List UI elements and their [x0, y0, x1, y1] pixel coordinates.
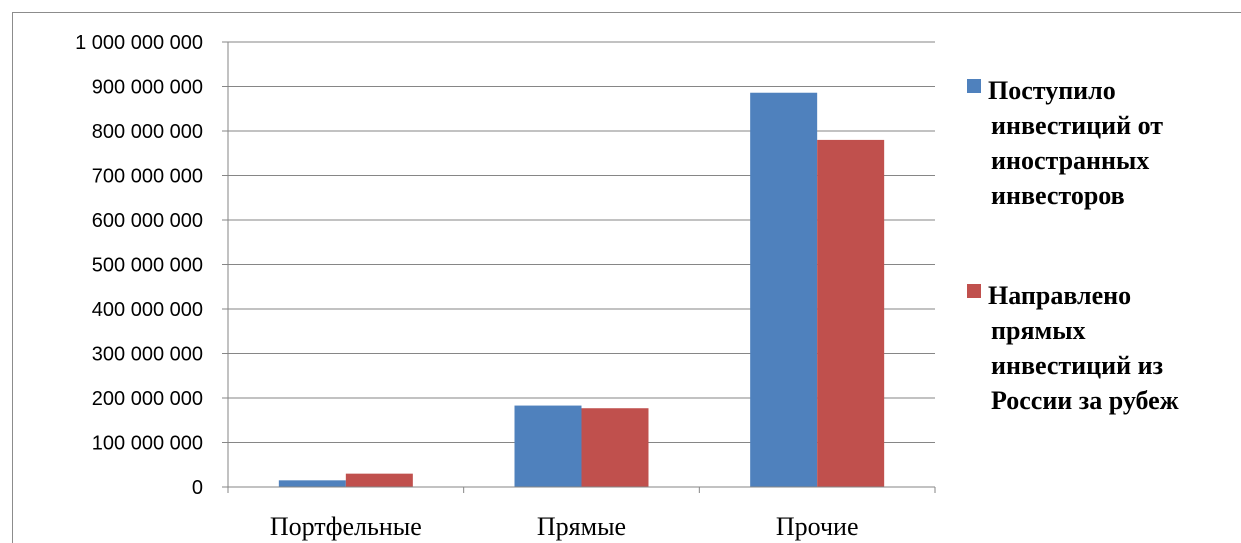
legend-label-line: России за рубеж [991, 386, 1179, 415]
x-tick-label: Прямые [537, 512, 626, 541]
bar [582, 408, 649, 487]
y-tick-label: 0 [192, 477, 203, 499]
y-tick-label: 100 000 000 [92, 433, 203, 455]
bar [515, 406, 582, 487]
bar [817, 140, 884, 487]
legend-label-line: Направлено [988, 281, 1131, 310]
legend-label-line: Поступило [988, 76, 1116, 105]
x-tick-labels: Портфельные Прямые Прочие [270, 512, 859, 541]
bar [279, 480, 346, 487]
legend-label: Поступило инвестиций от иностранных инвесто… [988, 76, 1163, 210]
legend-label-line: инвестиций из [991, 351, 1163, 380]
y-tick-label: 800 000 000 [92, 121, 203, 143]
y-tick-label: 1 000 000 000 [75, 32, 203, 54]
y-tick-label: 900 000 000 [92, 77, 203, 99]
x-tick-label: Портфельные [270, 512, 422, 541]
legend-label-line: иностранных [991, 146, 1149, 175]
y-tick-label: 600 000 000 [92, 210, 203, 232]
y-tick-label: 500 000 000 [92, 255, 203, 277]
y-tick-label: 400 000 000 [92, 299, 203, 321]
legend-label-line: инвесторов [991, 181, 1125, 210]
legend-label-line: прямых [991, 316, 1086, 345]
bars [279, 93, 884, 487]
y-tick-label: 200 000 000 [92, 388, 203, 410]
legend: Поступило инвестиций от иностранных инвесто… [967, 76, 1179, 415]
y-tick-label: 300 000 000 [92, 344, 203, 366]
y-tick-labels: 0 100 000 000 200 000 000 300 000 000 400 00… [75, 32, 203, 499]
bar [346, 474, 413, 487]
bar [750, 93, 817, 487]
legend-swatch [967, 284, 981, 298]
legend-label: Направлено прямых инвестиций из России за р… [988, 281, 1179, 415]
legend-swatch [967, 79, 981, 93]
y-tick-label: 700 000 000 [92, 166, 203, 188]
x-tick-label: Прочие [776, 512, 859, 541]
legend-label-line: инвестиций от [991, 111, 1163, 140]
